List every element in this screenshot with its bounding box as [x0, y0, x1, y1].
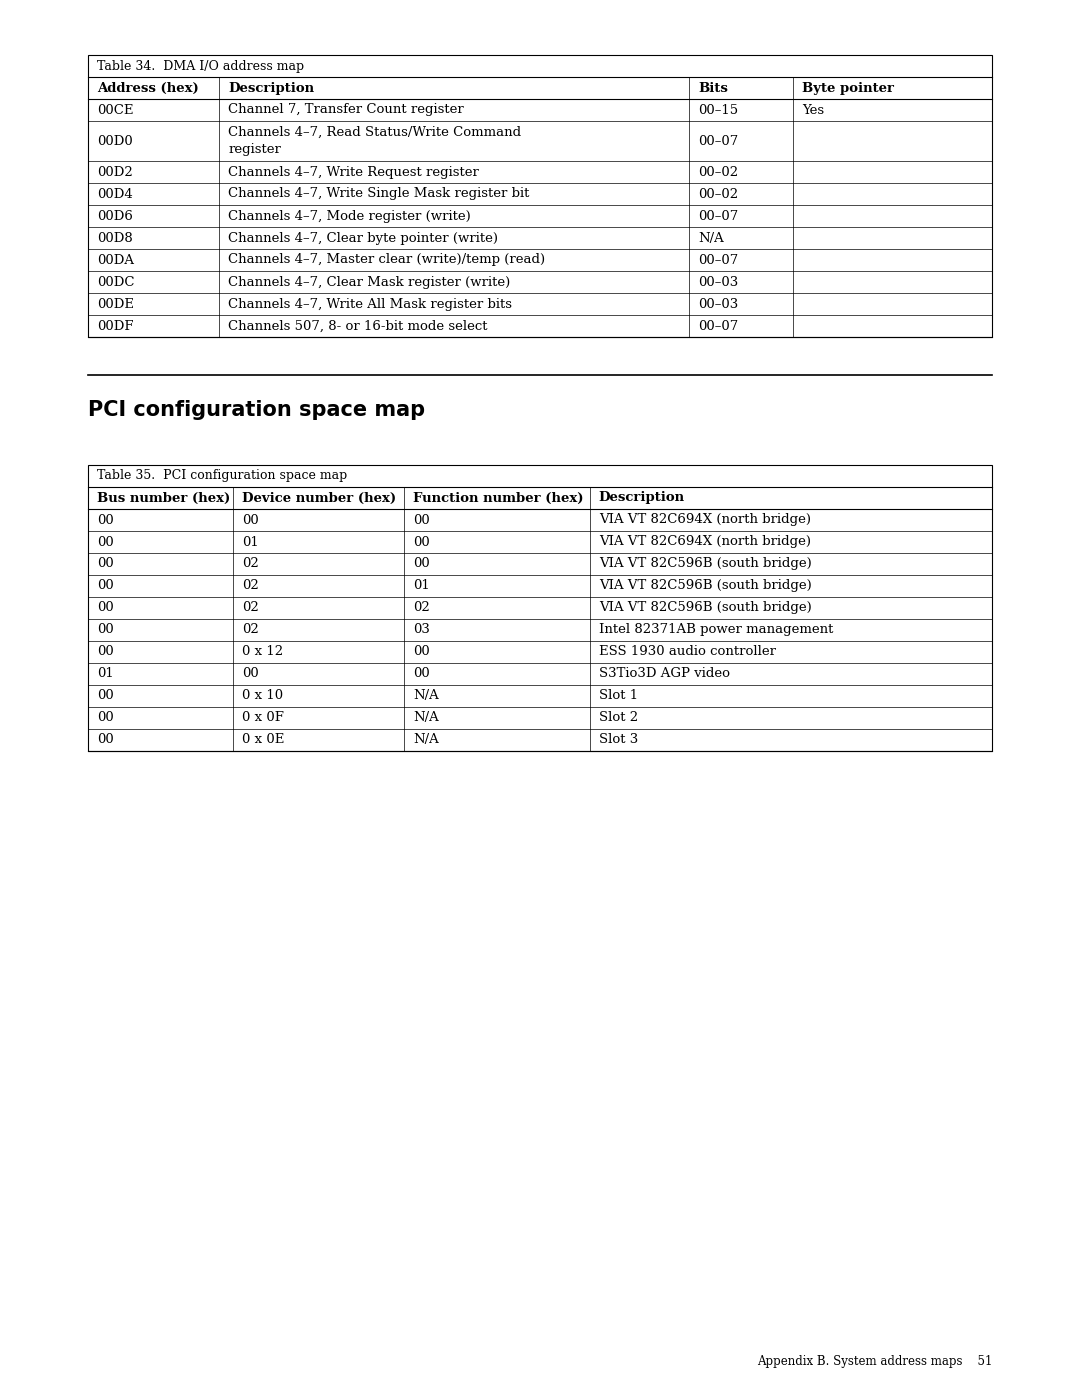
Text: Table 35.  PCI configuration space map: Table 35. PCI configuration space map	[97, 469, 348, 482]
Text: Description: Description	[228, 81, 314, 95]
Text: Appendix B. System address maps    51: Appendix B. System address maps 51	[757, 1355, 993, 1369]
Text: 00: 00	[97, 623, 113, 637]
Text: 00DE: 00DE	[97, 298, 134, 310]
Text: 00–07: 00–07	[698, 134, 739, 148]
Text: 00DF: 00DF	[97, 320, 134, 332]
Text: N/A: N/A	[414, 733, 440, 746]
Text: Yes: Yes	[802, 103, 824, 116]
Text: ESS 1930 audio controller: ESS 1930 audio controller	[598, 645, 775, 658]
Text: 0 x 0F: 0 x 0F	[242, 711, 284, 725]
Text: VIA VT 82C694X (north bridge): VIA VT 82C694X (north bridge)	[598, 535, 811, 549]
Text: 02: 02	[242, 623, 258, 637]
Text: Device number (hex): Device number (hex)	[242, 492, 395, 504]
Text: 00: 00	[97, 557, 113, 570]
Text: 03: 03	[414, 623, 430, 637]
Text: 00D8: 00D8	[97, 232, 133, 244]
Text: 00: 00	[97, 580, 113, 592]
Text: 00–02: 00–02	[698, 165, 739, 179]
Text: 00–07: 00–07	[698, 253, 739, 267]
Text: 00: 00	[242, 668, 258, 680]
Text: Channel 7, Transfer Count register: Channel 7, Transfer Count register	[228, 103, 463, 116]
Text: Intel 82371AB power management: Intel 82371AB power management	[598, 623, 833, 637]
Text: 00: 00	[97, 711, 113, 725]
Text: 00: 00	[97, 733, 113, 746]
Text: VIA VT 82C694X (north bridge): VIA VT 82C694X (north bridge)	[598, 514, 811, 527]
Text: 00–15: 00–15	[698, 103, 739, 116]
Text: 00: 00	[414, 668, 430, 680]
Text: Function number (hex): Function number (hex)	[414, 492, 584, 504]
Text: 00D0: 00D0	[97, 134, 133, 148]
Text: 00D2: 00D2	[97, 165, 133, 179]
Text: 01: 01	[242, 535, 258, 549]
Text: 00: 00	[414, 535, 430, 549]
Text: VIA VT 82C596B (south bridge): VIA VT 82C596B (south bridge)	[598, 602, 811, 615]
Text: 00DA: 00DA	[97, 253, 134, 267]
Text: S3Tio3D AGP video: S3Tio3D AGP video	[598, 668, 730, 680]
Text: 00–07: 00–07	[698, 210, 739, 222]
Text: 00–03: 00–03	[698, 298, 739, 310]
Bar	[87, 54, 993, 337]
Text: PCI configuration space map: PCI configuration space map	[87, 400, 426, 420]
Text: Channels 507, 8- or 16-bit mode select: Channels 507, 8- or 16-bit mode select	[228, 320, 487, 332]
Text: 00: 00	[414, 645, 430, 658]
Text: 02: 02	[242, 557, 258, 570]
Text: N/A: N/A	[414, 711, 440, 725]
Text: 00–03: 00–03	[698, 275, 739, 289]
Text: Channels 4–7, Read Status/Write Command: Channels 4–7, Read Status/Write Command	[228, 126, 522, 138]
Text: 00D4: 00D4	[97, 187, 133, 201]
Text: Address (hex): Address (hex)	[97, 81, 199, 95]
Text: VIA VT 82C596B (south bridge): VIA VT 82C596B (south bridge)	[598, 580, 811, 592]
Text: Table 34.  DMA I/O address map: Table 34. DMA I/O address map	[97, 60, 305, 73]
Text: 00: 00	[97, 514, 113, 527]
Text: Channels 4–7, Clear Mask register (write): Channels 4–7, Clear Mask register (write…	[228, 275, 511, 289]
Text: 00–07: 00–07	[698, 320, 739, 332]
Text: 0 x 0E: 0 x 0E	[242, 733, 284, 746]
Text: 0 x 12: 0 x 12	[242, 645, 283, 658]
Text: 00: 00	[414, 514, 430, 527]
Text: 02: 02	[414, 602, 430, 615]
Text: 00: 00	[97, 690, 113, 703]
Text: Bus number (hex): Bus number (hex)	[97, 492, 230, 504]
Text: Channels 4–7, Clear byte pointer (write): Channels 4–7, Clear byte pointer (write)	[228, 232, 498, 244]
Text: 00: 00	[242, 514, 258, 527]
Text: register: register	[228, 142, 281, 156]
Text: Channels 4–7, Master clear (write)/temp (read): Channels 4–7, Master clear (write)/temp …	[228, 253, 545, 267]
Text: 01: 01	[97, 668, 113, 680]
Text: Channels 4–7, Write Request register: Channels 4–7, Write Request register	[228, 165, 478, 179]
Text: VIA VT 82C596B (south bridge): VIA VT 82C596B (south bridge)	[598, 557, 811, 570]
Text: Slot 1: Slot 1	[598, 690, 638, 703]
Text: 00DC: 00DC	[97, 275, 135, 289]
Text: Byte pointer: Byte pointer	[802, 81, 894, 95]
Text: N/A: N/A	[414, 690, 440, 703]
Text: Slot 2: Slot 2	[598, 711, 638, 725]
Text: Description: Description	[598, 492, 685, 504]
Text: 00: 00	[97, 645, 113, 658]
Text: 01: 01	[414, 580, 430, 592]
Text: 02: 02	[242, 580, 258, 592]
Text: Channels 4–7, Mode register (write): Channels 4–7, Mode register (write)	[228, 210, 471, 222]
Text: 00: 00	[97, 535, 113, 549]
Text: 0 x 10: 0 x 10	[242, 690, 283, 703]
Text: 00CE: 00CE	[97, 103, 134, 116]
Text: 00–02: 00–02	[698, 187, 739, 201]
Text: 00: 00	[414, 557, 430, 570]
Text: Slot 3: Slot 3	[598, 733, 638, 746]
Text: Channels 4–7, Write All Mask register bits: Channels 4–7, Write All Mask register bi…	[228, 298, 512, 310]
Text: Channels 4–7, Write Single Mask register bit: Channels 4–7, Write Single Mask register…	[228, 187, 529, 201]
Text: 02: 02	[242, 602, 258, 615]
Text: N/A: N/A	[698, 232, 724, 244]
Bar	[87, 465, 993, 752]
Text: Bits: Bits	[698, 81, 728, 95]
Text: 00D6: 00D6	[97, 210, 133, 222]
Text: 00: 00	[97, 602, 113, 615]
